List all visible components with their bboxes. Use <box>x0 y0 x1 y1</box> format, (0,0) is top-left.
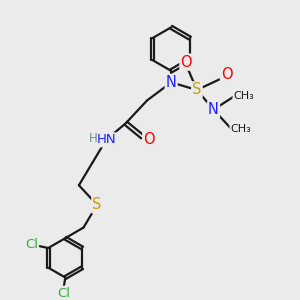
Text: N: N <box>166 75 177 90</box>
Text: O: O <box>221 67 233 82</box>
Text: H: H <box>89 132 98 145</box>
Text: CH₃: CH₃ <box>233 91 254 101</box>
Text: Cl: Cl <box>25 238 38 251</box>
Text: HN: HN <box>96 134 116 146</box>
Text: O: O <box>143 132 155 147</box>
Text: CH₃: CH₃ <box>230 124 251 134</box>
Text: Cl: Cl <box>57 287 70 300</box>
Text: S: S <box>192 82 202 98</box>
Text: N: N <box>208 102 219 117</box>
Text: S: S <box>92 197 102 212</box>
Text: O: O <box>181 55 192 70</box>
